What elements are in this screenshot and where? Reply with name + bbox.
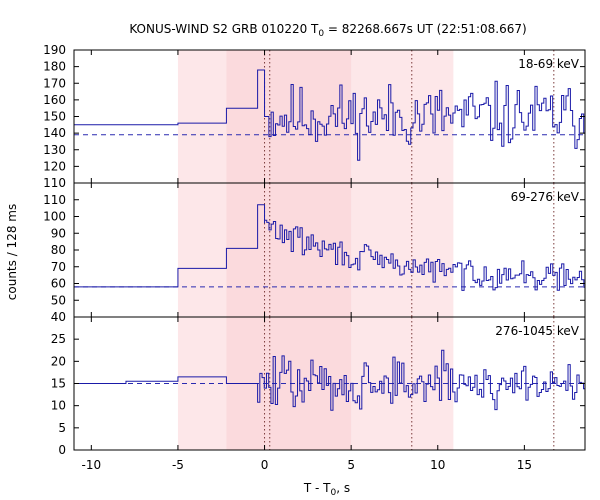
y-tick-label: 150	[43, 110, 66, 124]
shaded-interval-2	[226, 50, 352, 183]
light-curve	[74, 204, 585, 291]
x-tick-label: -5	[172, 458, 184, 472]
y-tick-label: 10	[51, 399, 66, 413]
x-tick-label: 5	[347, 458, 355, 472]
x-axis-label: T - T0, s	[303, 481, 350, 498]
panel-1: 110 120 130 140 150 160 170 180 190 18-69 keV	[43, 43, 586, 190]
y-tick-label: 130	[43, 143, 66, 157]
y-tick-label: 15	[51, 377, 66, 391]
panel-3: 0 5 10 15 20 25 276-1045 keV	[51, 316, 586, 457]
y-tick-label: 120	[43, 159, 66, 173]
x-tick-label: 15	[517, 458, 532, 472]
x-tick-label: -10	[82, 458, 102, 472]
energy-band-label: 69-276 keV	[511, 190, 580, 204]
light-curve	[74, 349, 585, 411]
y-tick-label: 0	[58, 443, 66, 457]
y-tick-label: 160	[43, 93, 66, 107]
panel-2: 40 50 60 70 80 90 100 110 69-276 keV	[43, 182, 586, 324]
y-tick-label: 60	[51, 277, 66, 291]
y-tick-label: 90	[51, 226, 66, 240]
energy-band-label: 18-69 keV	[518, 57, 580, 71]
y-tick-label: 180	[43, 60, 66, 74]
energy-band-label: 276-1045 keV	[495, 324, 579, 338]
y-tick-label: 110	[43, 193, 66, 207]
y-tick-label: 110	[43, 176, 66, 190]
chart-title: KONUS-WIND S2 GRB 010220 T0 = 82268.667s…	[129, 22, 526, 39]
y-tick-label: 140	[43, 126, 66, 140]
y-tick-label: 20	[51, 354, 66, 368]
y-tick-label: 40	[51, 310, 66, 324]
y-tick-label: 50	[51, 293, 66, 307]
shaded-interval-2	[226, 183, 352, 317]
x-tick-label: 10	[430, 458, 445, 472]
y-tick-label: 100	[43, 210, 66, 224]
y-tick-label: 190	[43, 43, 66, 57]
light-curve	[74, 69, 585, 161]
x-tick-label: 0	[261, 458, 269, 472]
y-tick-label: 70	[51, 260, 66, 274]
y-tick-label: 170	[43, 76, 66, 90]
y-tick-label: 5	[58, 421, 66, 435]
y-tick-label: 25	[51, 332, 66, 346]
y-tick-label: 80	[51, 243, 66, 257]
y-axis-label: counts / 128 ms	[5, 204, 19, 300]
